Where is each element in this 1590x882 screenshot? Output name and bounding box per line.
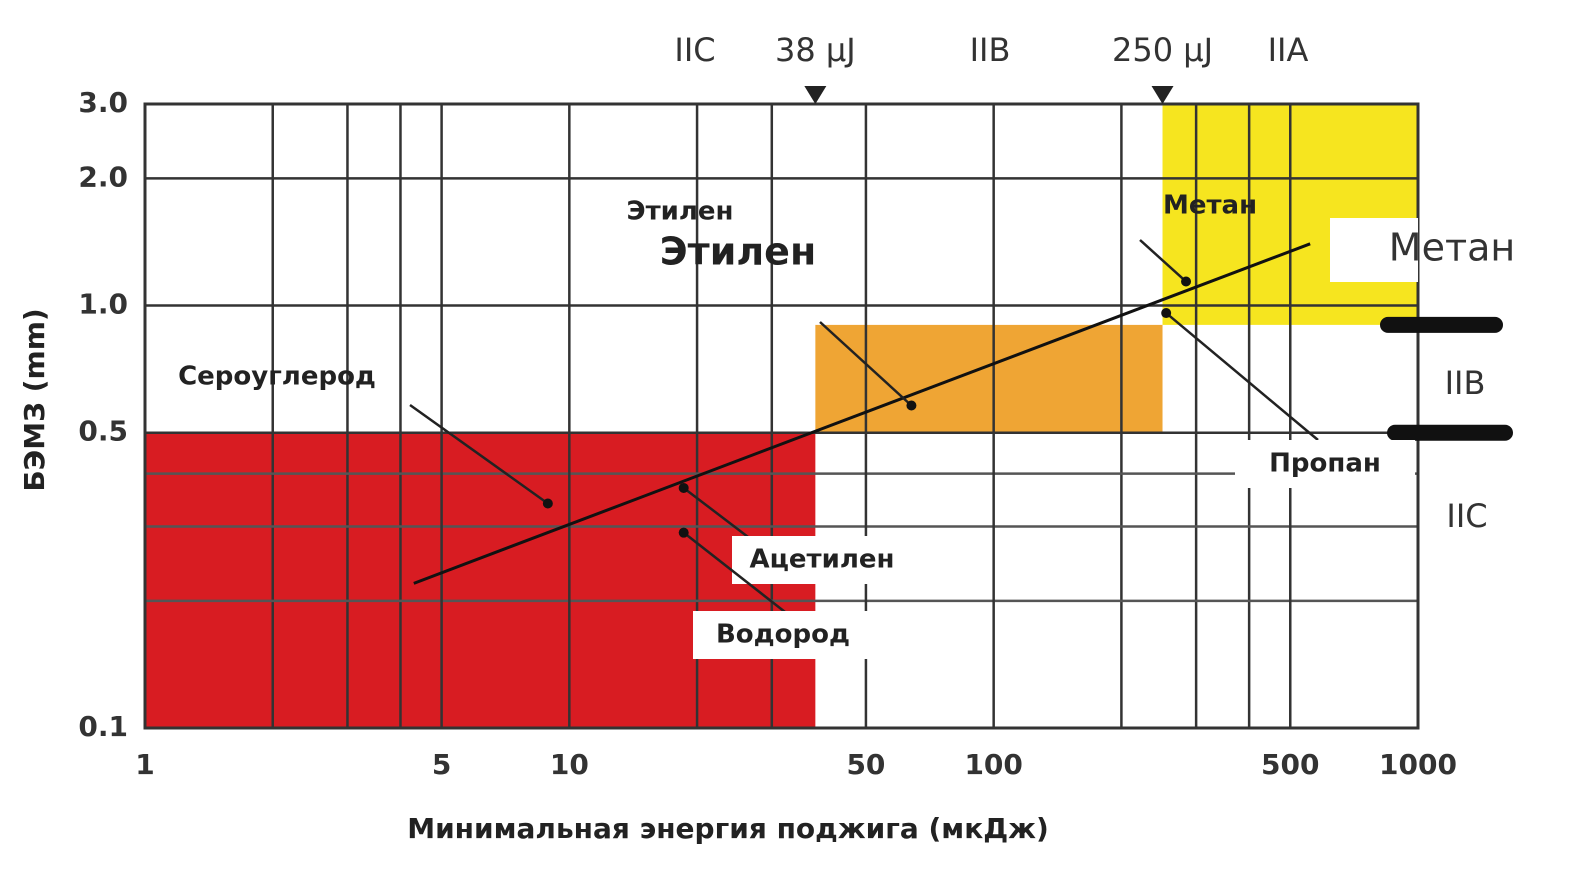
annotation: Этилен <box>660 230 816 274</box>
marker-triangle <box>1151 86 1174 104</box>
point <box>906 400 917 411</box>
group-label: IIA <box>1268 31 1309 69</box>
x-tick-label: 500 <box>1261 748 1319 781</box>
y-axis-label: БЭМЗ (mm) <box>18 308 51 491</box>
marker-triangle <box>804 86 827 104</box>
group-label: IIC <box>674 31 715 69</box>
x-tick-label: 10 <box>550 748 589 781</box>
y-tick-label: 0.5 <box>78 415 128 448</box>
point <box>678 527 689 538</box>
zone <box>815 324 1163 433</box>
zone <box>145 432 816 728</box>
label-box <box>732 536 912 584</box>
marker-label: 38 μJ <box>775 31 856 69</box>
label-box <box>1235 440 1415 488</box>
point-label: Водород <box>716 620 850 650</box>
point <box>1181 276 1192 287</box>
side-label: IIC <box>1446 497 1487 535</box>
marker-label: 250 μJ <box>1112 31 1213 69</box>
point-label: Сероуглерод <box>178 362 376 392</box>
y-tick-label: 2.0 <box>78 160 128 193</box>
point <box>542 498 553 509</box>
y-tick-label: 0.1 <box>78 710 128 743</box>
leader-line <box>682 531 786 613</box>
group-label: IIB <box>970 31 1011 69</box>
annotation: Метан <box>1389 226 1515 270</box>
trend-line <box>413 242 1311 585</box>
leader-line <box>819 321 913 407</box>
leader-line <box>1139 239 1187 283</box>
point-label: Ацетилен <box>750 545 895 575</box>
y-tick-label: 1.0 <box>78 288 128 321</box>
leader-line <box>409 403 549 505</box>
label-box <box>1330 218 1418 282</box>
point-label: Метан <box>1163 191 1257 221</box>
label-box <box>693 611 873 659</box>
x-tick-label: 5 <box>432 748 451 781</box>
side-label: IIB <box>1445 364 1486 402</box>
leader-line <box>682 486 753 541</box>
x-tick-label: 50 <box>846 748 885 781</box>
x-axis-label: Минимальная энергия поджига (мкДж) <box>407 812 1049 845</box>
point <box>678 482 689 493</box>
plot-frame <box>143 102 1420 730</box>
leader-line <box>1165 312 1319 441</box>
point-label: Пропан <box>1269 449 1381 479</box>
x-tick-label: 1 <box>135 748 154 781</box>
x-tick-label: 1000 <box>1379 748 1457 781</box>
point <box>1161 308 1172 319</box>
x-tick-label: 100 <box>964 748 1022 781</box>
y-tick-label: 3.0 <box>78 86 128 119</box>
point-label: Этилен <box>626 197 733 227</box>
